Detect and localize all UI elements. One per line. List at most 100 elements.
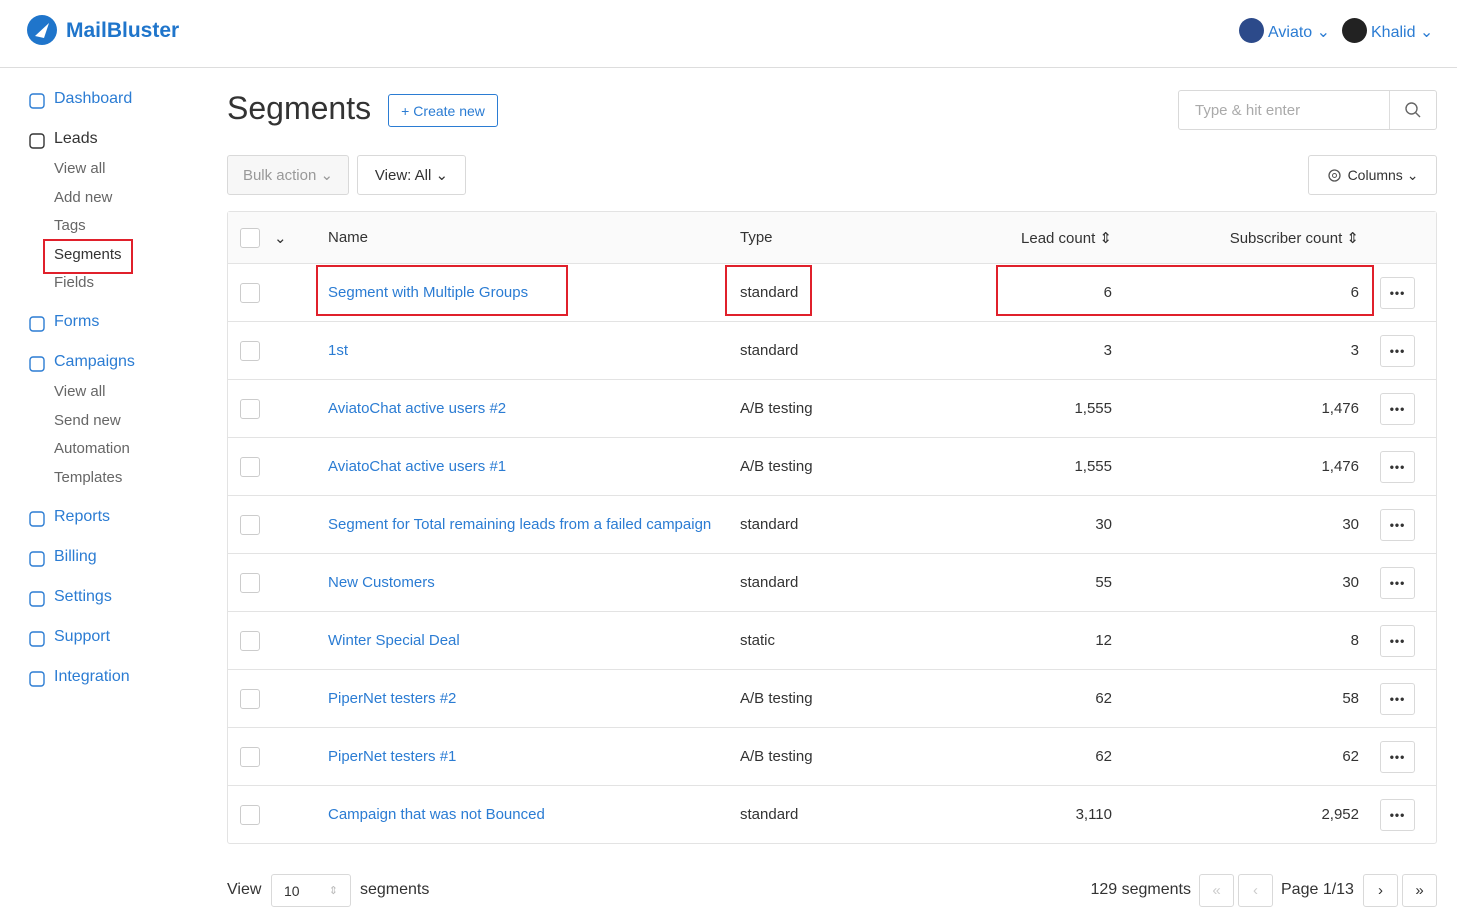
checkbox[interactable] (240, 688, 260, 709)
more-button[interactable]: ••• (1380, 566, 1415, 599)
row-select[interactable] (228, 456, 328, 477)
page-size[interactable]: 10 (284, 882, 300, 899)
more-button[interactable]: ••• (1380, 450, 1415, 483)
row-actions: ••• (1359, 334, 1436, 367)
row-select[interactable] (228, 514, 328, 535)
first-page[interactable]: « (1199, 874, 1234, 907)
subscriber-count: 6 (1350, 284, 1359, 301)
brand[interactable]: MailBluster (66, 19, 180, 42)
segment-name[interactable]: Campaign that was not Bounced (328, 805, 545, 823)
segment-name[interactable]: Winter Special Deal (328, 631, 460, 649)
bulk-label[interactable]: Bulk action (242, 166, 317, 184)
row-select[interactable] (228, 630, 328, 651)
segment-name[interactable]: Segment with Multiple Groups (328, 283, 529, 301)
more-button[interactable]: ••• (1380, 624, 1415, 657)
segment-name[interactable]: AviatoChat active users #1 (328, 457, 507, 475)
more-button[interactable]: ••• (1380, 508, 1415, 541)
search-icon[interactable] (1405, 102, 1421, 118)
more-button[interactable]: ••• (1380, 334, 1415, 367)
header-label[interactable]: Subscriber count (1229, 229, 1343, 247)
columns-button[interactable]: Columns ⌄ (1308, 155, 1437, 195)
user-menu[interactable]: Khalid ⌄ (1371, 24, 1434, 41)
row-select[interactable] (228, 398, 328, 419)
checkbox[interactable] (240, 746, 260, 767)
view-filter[interactable]: View: All ⌄ (357, 155, 466, 195)
segment-name[interactable]: PiperNet testers #2 (328, 689, 457, 707)
checkbox[interactable] (240, 572, 260, 593)
header-lead-count[interactable]: Lead count ⇕ (1021, 229, 1112, 247)
caret[interactable]: ⌄ (274, 229, 287, 247)
segment-name[interactable]: Segment for Total remaining leads from a… (328, 515, 712, 533)
header-subscriber-count[interactable]: Subscriber count ⇕ (1229, 229, 1359, 247)
nav-item[interactable]: Integration (54, 667, 130, 685)
nav-item[interactable]: Leads (54, 130, 98, 147)
nav-icon (29, 670, 45, 687)
checkbox[interactable] (240, 804, 260, 825)
create-button[interactable]: + Create new (388, 94, 498, 127)
row-select[interactable] (228, 688, 328, 709)
checkbox[interactable] (240, 630, 260, 651)
view-label[interactable]: View: All (374, 166, 432, 184)
more-button[interactable]: ••• (1380, 276, 1415, 309)
table-row: PiperNet testers #2 A/B testing 62 58 ••• (228, 669, 1436, 727)
segment-name[interactable]: New Customers (328, 573, 435, 591)
workspace-name[interactable]: Aviato (1268, 24, 1313, 41)
create-label[interactable]: Create new (413, 102, 485, 119)
header-label[interactable]: Lead count (1021, 229, 1096, 247)
nav-subitem[interactable]: Tags (54, 217, 86, 234)
more-button[interactable]: ••• (1380, 798, 1415, 831)
workspace-menu[interactable]: Aviato ⌄ (1268, 24, 1331, 41)
nav-subitem[interactable]: View all (54, 383, 106, 400)
nav-subitem[interactable]: Templates (54, 468, 123, 486)
lead-count: 12 (1095, 632, 1112, 649)
more-button[interactable]: ••• (1380, 740, 1415, 773)
spinner[interactable]: ⇕ (328, 885, 338, 897)
segment-name[interactable]: PiperNet testers #1 (328, 747, 457, 765)
nav-icon (29, 316, 45, 332)
checkbox[interactable] (240, 456, 260, 477)
row-select[interactable] (228, 340, 328, 361)
segment-name[interactable]: 1st (328, 341, 349, 359)
more-button[interactable]: ••• (1380, 682, 1415, 715)
workspace-avatar (1239, 18, 1264, 43)
last-page[interactable]: » (1402, 874, 1437, 907)
nav-subitem[interactable]: Fields (54, 274, 95, 291)
next-page[interactable]: › (1363, 874, 1398, 907)
nav-item[interactable]: Campaigns (54, 353, 135, 370)
page-size-select[interactable]: 10 ⇕ (271, 874, 351, 907)
nav-item[interactable]: Settings (54, 587, 112, 605)
row-select[interactable] (228, 804, 328, 825)
segment-type: static (740, 632, 776, 649)
checkbox[interactable] (240, 282, 260, 303)
row-select[interactable] (228, 572, 328, 593)
checkbox[interactable] (240, 340, 260, 361)
search-box[interactable]: Type & hit enter (1178, 90, 1437, 130)
user-name[interactable]: Khalid (1371, 24, 1416, 41)
checkbox[interactable] (240, 398, 260, 419)
columns-label[interactable]: Columns (1347, 167, 1403, 183)
segment-type: standard (740, 284, 799, 301)
nav-item[interactable]: Reports (54, 507, 111, 525)
subscriber-count: 1,476 (1321, 400, 1359, 417)
row-select[interactable] (228, 282, 328, 303)
nav-subitem[interactable]: Add new (54, 188, 113, 206)
nav-subitem[interactable]: Segments (54, 245, 122, 263)
nav-item[interactable]: Billing (54, 547, 97, 565)
more-button[interactable]: ••• (1380, 392, 1415, 425)
segment-name[interactable]: AviatoChat active users #2 (328, 399, 507, 417)
row-select[interactable] (228, 746, 328, 767)
nav-item[interactable]: Forms (54, 313, 100, 330)
nav-item[interactable]: Support (54, 627, 111, 645)
segment-type: A/B testing (740, 748, 813, 765)
prev-page[interactable]: ‹ (1238, 874, 1273, 907)
search-placeholder[interactable]: Type & hit enter (1195, 101, 1301, 119)
bulk-action[interactable]: Bulk action ⌄ (227, 155, 349, 195)
nav-subitem[interactable]: Send new (54, 411, 121, 429)
select-all[interactable]: ⌄ (228, 227, 328, 248)
row-actions: ••• (1359, 508, 1436, 541)
nav-subitem[interactable]: View all (54, 160, 106, 177)
checkbox[interactable] (240, 227, 260, 248)
checkbox[interactable] (240, 514, 260, 535)
nav-item[interactable]: Dashboard (54, 90, 133, 107)
nav-subitem[interactable]: Automation (54, 440, 130, 457)
